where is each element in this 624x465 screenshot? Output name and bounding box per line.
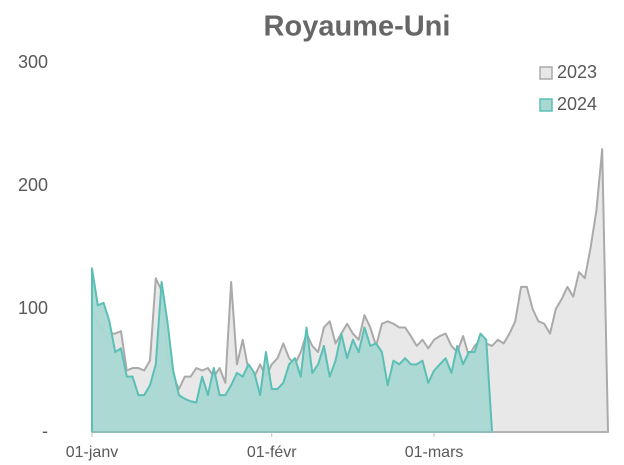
legend-swatch — [539, 98, 553, 112]
legend-label: 2024 — [557, 94, 597, 114]
y-tick-label: - — [42, 421, 48, 441]
y-tick-label: 100 — [18, 298, 48, 318]
y-tick-label: 200 — [18, 175, 48, 195]
legend-swatch — [539, 66, 553, 80]
area — [91, 267, 494, 433]
chart-title: Royaume-Uni — [264, 11, 451, 43]
x-tick-label: 01-févr — [247, 444, 297, 461]
legend-label: 2023 — [557, 62, 597, 82]
x-tick-label: 01-janv — [66, 444, 118, 461]
y-tick-label: 300 — [18, 52, 48, 72]
x-tick-label: 01-mars — [405, 444, 464, 461]
